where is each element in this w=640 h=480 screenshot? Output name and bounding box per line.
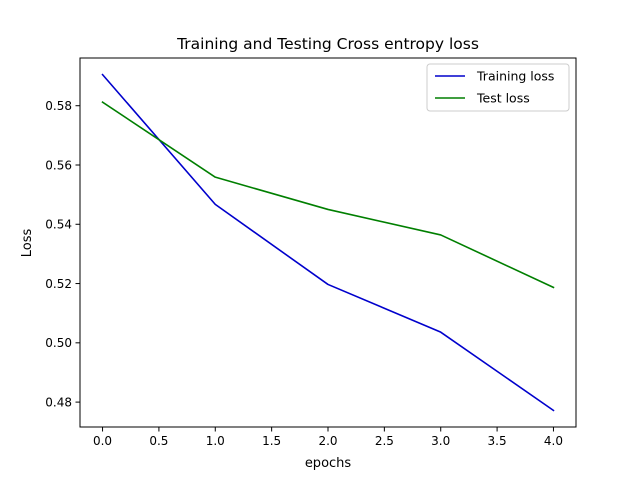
x-tick-label: 3.5 (488, 434, 507, 448)
y-tick-label: 0.52 (45, 277, 72, 291)
series-lines (101, 73, 555, 412)
y-tick-label: 0.54 (45, 218, 72, 232)
x-axis: 0.0 0.5 1.0 1.5 2.0 2.5 3.0 3.5 4.0 (93, 427, 563, 448)
x-tick-label: 3.0 (431, 434, 450, 448)
x-tick-label: 2.0 (318, 434, 337, 448)
x-tick-label: 0.0 (93, 434, 112, 448)
y-axis-label: Loss (20, 229, 35, 258)
y-tick-label: 0.58 (45, 99, 72, 113)
y-tick-label: 0.50 (45, 336, 72, 350)
x-tick-label: 1.5 (262, 434, 281, 448)
legend: Training loss Test loss (426, 63, 570, 112)
x-axis-label: epochs (305, 456, 352, 471)
y-axis: 0.48 0.50 0.52 0.54 0.56 0.58 (45, 99, 80, 409)
legend-label: Training loss (476, 69, 554, 84)
x-tick-label: 2.5 (375, 434, 394, 448)
y-tick-label: 0.56 (45, 158, 72, 172)
training-loss-line (101, 73, 555, 412)
test-loss-line (101, 101, 555, 289)
y-tick-label: 0.48 (45, 395, 72, 409)
chart-title: Training and Testing Cross entropy loss (176, 35, 479, 53)
legend-items: Training loss Test loss (435, 69, 554, 106)
x-tick-label: 0.5 (149, 434, 168, 448)
legend-label: Test loss (476, 91, 530, 106)
x-tick-label: 1.0 (206, 434, 225, 448)
x-tick-label: 4.0 (544, 434, 563, 448)
